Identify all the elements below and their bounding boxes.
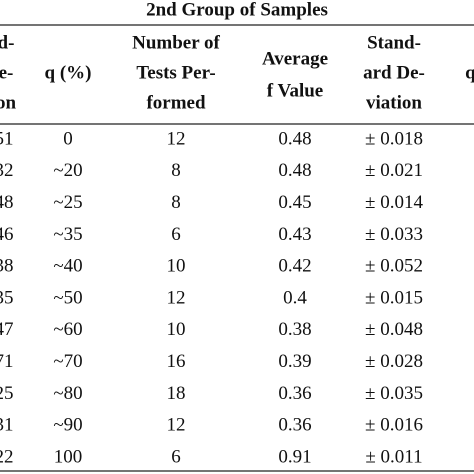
column-header: Average xyxy=(262,48,328,69)
cell: 51 xyxy=(0,128,14,149)
cell: 22 xyxy=(0,446,14,467)
cell: 38 xyxy=(0,256,14,277)
cell: 47 xyxy=(0,319,14,340)
cell: 0.45 xyxy=(278,192,311,213)
cell: ± 0.011 xyxy=(365,446,422,467)
cell: 8 xyxy=(171,192,181,213)
cell: 6 xyxy=(171,224,181,245)
column-header: d- xyxy=(0,32,14,53)
cell: 0.39 xyxy=(278,351,311,372)
cell: ± 0.035 xyxy=(365,383,423,404)
cell: ± 0.014 xyxy=(365,192,423,213)
column-header: on xyxy=(0,92,16,113)
cell: ± 0.015 xyxy=(365,287,423,308)
cell: ~60 xyxy=(53,319,82,340)
column-header: f Value xyxy=(267,80,324,101)
cell: 10 xyxy=(167,256,186,277)
cell: ~70 xyxy=(53,351,82,372)
cell: 48 xyxy=(0,192,14,213)
cell: ~50 xyxy=(53,287,82,308)
cell: ± 0.021 xyxy=(365,160,423,181)
column-header: viation xyxy=(366,92,422,113)
cell: 16 xyxy=(167,351,186,372)
cell: 0.42 xyxy=(278,256,311,277)
cell: 0.38 xyxy=(278,319,311,340)
cell: ± 0.033 xyxy=(365,224,423,245)
column-header: q ( xyxy=(465,62,474,83)
cell: ~35 xyxy=(53,224,82,245)
column-header: e- xyxy=(0,62,13,83)
cell: 0.4 xyxy=(283,287,307,308)
cell: ± 0.052 xyxy=(365,256,423,277)
cell: 12 xyxy=(167,415,186,436)
column-header: Stand- xyxy=(367,32,421,53)
cell: 12 xyxy=(167,128,186,149)
column-header: Tests Per- xyxy=(136,62,215,83)
cell: 25 xyxy=(0,383,14,404)
cell: ~25 xyxy=(53,192,82,213)
cell: 10 xyxy=(167,319,186,340)
column-header: q (%) xyxy=(45,62,92,83)
cell: 100 xyxy=(54,446,83,467)
column-header: formed xyxy=(146,92,206,113)
cell: ± 0.048 xyxy=(365,319,423,340)
cell: 46 xyxy=(0,224,14,245)
cell: 31 xyxy=(0,415,14,436)
cell: 12 xyxy=(167,287,186,308)
cell: ~80 xyxy=(53,383,82,404)
cell: 0.91 xyxy=(278,446,311,467)
cell: ~20 xyxy=(53,160,82,181)
cell: 32 xyxy=(0,160,14,181)
cell: 8 xyxy=(171,160,181,181)
cell: 0.48 xyxy=(278,160,311,181)
cell: 18 xyxy=(167,383,186,404)
cell: 35 xyxy=(0,287,14,308)
cell: 6 xyxy=(171,446,181,467)
cell: 0.48 xyxy=(278,128,311,149)
column-header: Number of xyxy=(132,32,220,53)
cell: ~90 xyxy=(53,415,82,436)
cell: 0.36 xyxy=(278,415,311,436)
cell: 0.36 xyxy=(278,383,311,404)
cell: ± 0.016 xyxy=(365,415,423,436)
cell: 71 xyxy=(0,351,14,372)
table-title: 2nd Group of Samples xyxy=(146,0,328,20)
column-header: ard De- xyxy=(363,62,425,83)
cell: 0.43 xyxy=(278,224,311,245)
cell: 0 xyxy=(63,128,73,149)
cell: ± 0.018 xyxy=(365,128,423,149)
cell: ± 0.028 xyxy=(365,351,423,372)
cell: ~40 xyxy=(53,256,82,277)
